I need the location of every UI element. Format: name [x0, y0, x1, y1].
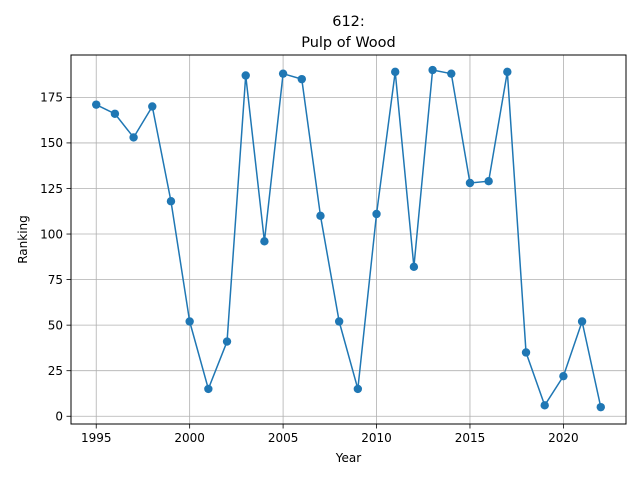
- data-point: [110, 109, 120, 118]
- data-point: [540, 401, 549, 410]
- chart-title-line-2: Pulp of Wood: [301, 35, 396, 51]
- chart-title-line-1: 612:: [332, 14, 365, 30]
- data-point: [185, 317, 194, 326]
- plot-frame: [70, 54, 627, 425]
- data-point: [447, 69, 456, 78]
- x-tick-label: 2015: [455, 431, 486, 445]
- x-axis-label: Year: [335, 451, 361, 465]
- data-point: [521, 348, 531, 357]
- series-layer: [92, 65, 605, 412]
- y-axis-label: Ranking: [16, 215, 30, 264]
- y-tick-label: 0: [55, 410, 63, 424]
- grid-lines: [71, 55, 626, 424]
- y-tick-label: 125: [40, 182, 63, 196]
- y-tick-label: 75: [48, 273, 63, 287]
- data-point: [297, 74, 306, 84]
- axis-ticks: 1995 2000 2005 2010 2015 2020 0 25 50 75 100 125 150…: [40, 91, 579, 445]
- x-tick-label: 2020: [548, 431, 579, 445]
- data-point: [222, 337, 232, 346]
- data-point: [559, 371, 568, 381]
- data-point: [372, 209, 381, 219]
- data-point: [278, 69, 288, 78]
- data-point: [334, 317, 344, 326]
- series-line: [95, 69, 602, 408]
- x-tick-label: 2005: [268, 431, 299, 445]
- x-tick-label: 1995: [81, 431, 112, 445]
- data-point: [241, 71, 250, 80]
- data-point: [428, 65, 437, 75]
- x-tick-label: 2010: [361, 431, 392, 445]
- data-point: [391, 67, 400, 77]
- data-point: [484, 176, 493, 186]
- x-tick-label: 2000: [174, 431, 205, 445]
- data-point: [92, 100, 101, 109]
- data-point: [577, 317, 587, 326]
- data-point: [409, 262, 419, 272]
- y-tick-label: 25: [48, 364, 63, 378]
- data-point: [148, 102, 157, 111]
- data-point: [596, 402, 605, 412]
- data-point: [465, 178, 475, 188]
- data-point: [260, 237, 269, 246]
- data-point: [503, 67, 512, 77]
- y-tick-label: 150: [40, 136, 63, 150]
- y-tick-label: 100: [40, 227, 63, 241]
- data-point: [204, 384, 213, 394]
- data-point: [166, 197, 176, 206]
- data-point: [316, 211, 325, 221]
- y-tick-label: 175: [40, 91, 63, 105]
- data-point: [129, 133, 138, 142]
- y-tick-label: 50: [48, 318, 63, 332]
- data-point: [353, 384, 363, 394]
